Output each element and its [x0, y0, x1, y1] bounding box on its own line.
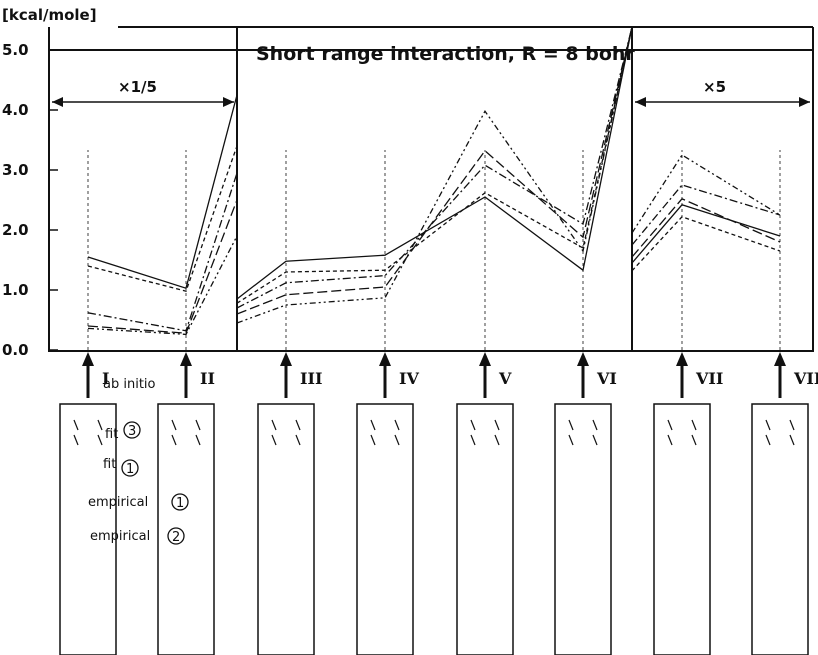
series-layer	[87, 26, 781, 336]
series-s4-p2	[236, 26, 633, 315]
label-empirical-2: empirical	[90, 529, 150, 544]
circled-1b: 1	[176, 496, 184, 511]
series-s1-p3	[631, 204, 781, 264]
category-label-II: II	[200, 369, 215, 388]
y-tick-5: 5.0	[2, 41, 29, 59]
label-ab-initio: ab initio	[103, 377, 156, 392]
config-glyph-VIII	[765, 419, 795, 446]
y-tick-4: 4.0	[2, 101, 29, 119]
config-box-VIII	[751, 403, 809, 655]
plot-frame	[48, 49, 814, 352]
config-box-I	[59, 403, 117, 655]
category-arrowhead-I	[82, 352, 94, 366]
category-arrowhead-V	[479, 352, 491, 366]
series-s5-p3	[631, 154, 781, 234]
y-tick-1: 1.0	[2, 281, 29, 299]
series-s5-p1	[87, 235, 238, 336]
series-s5-p2	[236, 26, 633, 324]
y-tick-3: 3.0	[2, 161, 29, 179]
series-s2-p3	[631, 216, 781, 272]
scale-label-right: ×5	[703, 78, 726, 96]
config-glyph-V	[470, 419, 500, 446]
y-tick-2: 2.0	[2, 221, 29, 239]
label-fit3: fit	[105, 427, 118, 442]
y-tick-0: 0.0	[2, 341, 29, 359]
category-label-IV: IV	[399, 369, 419, 388]
config-glyph-II	[171, 419, 201, 446]
series-s3-p1	[87, 172, 238, 332]
config-glyph-VI	[568, 419, 598, 446]
category-arrowhead-III	[280, 352, 292, 366]
config-glyph-III	[271, 419, 301, 446]
config-box-VI	[554, 403, 612, 655]
config-glyph-IV	[370, 419, 400, 446]
category-label-VII: VII	[695, 369, 723, 388]
config-box-VII	[653, 403, 711, 655]
category-arrowhead-IV	[379, 352, 391, 366]
category-label-III: III	[300, 369, 322, 388]
config-box-III	[257, 403, 315, 655]
category-label-V: V	[498, 369, 512, 388]
series-s3-p2	[236, 26, 633, 309]
label-fit1: fit	[103, 457, 116, 472]
label-empirical-1: empirical	[88, 495, 148, 510]
category-arrowhead-VI	[577, 352, 589, 366]
config-box-V	[456, 403, 514, 655]
category-label-VI: VI	[596, 369, 617, 388]
chart-title: Short range interaction, R = 8 bohr	[256, 43, 635, 65]
scale-label-left: ×1/5	[118, 78, 157, 96]
series-s1-p2	[236, 26, 633, 300]
series-s4-p1	[87, 199, 238, 334]
circled-3: 3	[128, 424, 136, 439]
scale-arrow-right	[635, 97, 810, 107]
y-ticks	[49, 49, 58, 351]
scale-arrow-left	[52, 97, 234, 107]
circled-1a: 1	[126, 462, 134, 477]
y-axis-label: [kcal/mole]	[2, 6, 97, 24]
config-glyph-VII	[667, 419, 697, 446]
config-glyph-I	[73, 419, 103, 446]
config-box-II	[157, 403, 215, 655]
series-s2-p1	[87, 145, 238, 292]
config-layer	[59, 403, 809, 655]
category-label-VIII: VIII	[793, 369, 818, 388]
series-s3-p3	[631, 184, 781, 246]
series-s4-p3	[631, 198, 781, 258]
circled-2: 2	[172, 530, 180, 545]
circled-numbers	[121, 421, 189, 545]
config-box-IV	[356, 403, 414, 655]
category-label-I: I	[102, 369, 109, 388]
category-arrowhead-II	[180, 352, 192, 366]
category-layer: IIIIIIIVVVIVIIVIII	[82, 150, 818, 398]
series-s2-p2	[236, 26, 633, 304]
category-arrowhead-VII	[676, 352, 688, 366]
category-arrowhead-VIII	[774, 352, 786, 366]
